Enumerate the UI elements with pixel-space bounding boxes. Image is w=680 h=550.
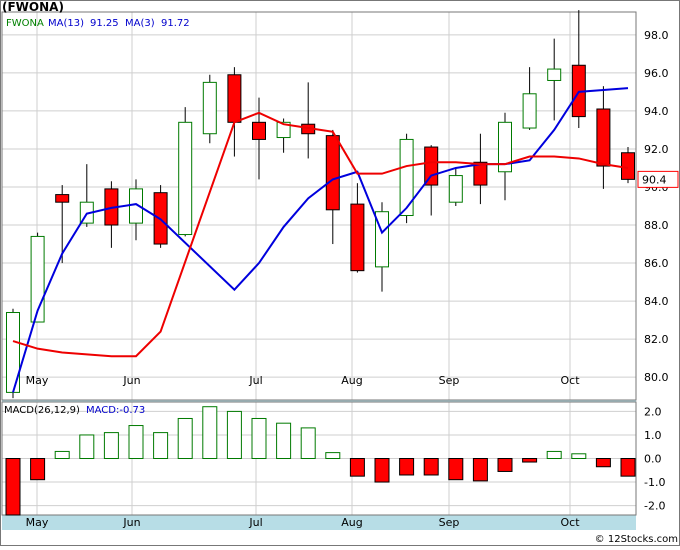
macd-bar-positive <box>103 432 119 459</box>
macd-bar-negative <box>448 458 464 481</box>
macd-y-tick-label: 2.0 <box>644 405 662 418</box>
candle-down <box>424 146 439 186</box>
macd-y-tick-label: -1.0 <box>644 476 665 489</box>
macd-bar-negative <box>423 458 439 476</box>
macd-bar-negative <box>349 458 365 477</box>
main-y-tick-label: 92.0 <box>644 143 669 156</box>
candle-up <box>522 93 537 129</box>
main-y-tick-label: 84.0 <box>644 295 669 308</box>
macd-x-tick-label: Oct <box>560 516 580 529</box>
last-price-label: 90.4 <box>642 173 667 186</box>
candle-up <box>547 68 562 81</box>
macd-bar-positive <box>153 432 169 459</box>
macd-bar-positive <box>54 450 70 459</box>
main-y-tick-label: 94.0 <box>644 105 669 118</box>
macd-bar-positive <box>276 422 292 459</box>
main-y-tick-label: 82.0 <box>644 333 669 346</box>
legend-ma13-label: MA(13) <box>48 18 84 29</box>
macd-x-tick-label: Sep <box>439 516 460 529</box>
macd-bar-negative <box>522 458 538 463</box>
macd-bar-negative <box>620 458 636 477</box>
main-plot-frame <box>1 11 637 401</box>
macd-bar-positive <box>202 406 218 460</box>
macd-y-tick-label: -2.0 <box>644 500 665 513</box>
macd-bar-positive <box>571 453 587 459</box>
main-y-tick-label: 98.0 <box>644 29 669 42</box>
legend-ma13-value: 91.25 <box>90 18 119 29</box>
macd-legend-label: MACD(26,12,9) <box>4 405 80 416</box>
macd-bar-positive <box>226 410 242 459</box>
macd-bar-negative <box>497 458 513 472</box>
main-x-tick-label: Oct <box>560 374 580 387</box>
candle-down <box>473 161 488 186</box>
main-y-tick-label: 88.0 <box>644 219 669 232</box>
candle-up <box>399 138 414 217</box>
macd-bar-positive <box>128 425 144 459</box>
chart-title: (FWONA) <box>2 0 64 14</box>
copyright-text: © 12Stocks.com <box>594 534 678 545</box>
candle-down <box>350 203 365 272</box>
macd-bar-negative <box>5 458 21 516</box>
main-x-tick-label: Aug <box>341 374 362 387</box>
candle-up <box>178 121 193 236</box>
legend-ma3-value: 91.72 <box>161 18 190 29</box>
candle-up <box>276 121 291 139</box>
main-y-tick-label: 80.0 <box>644 371 669 384</box>
macd-bar-negative <box>595 458 611 468</box>
ma3-line <box>12 111 629 358</box>
macd-bar-positive <box>300 427 316 460</box>
macd-x-tick-label: Aug <box>341 516 362 529</box>
main-date-band <box>2 400 636 402</box>
macd-bar-positive <box>325 452 341 460</box>
candle-down <box>596 108 611 167</box>
macd-date-band <box>2 515 636 530</box>
candle-down <box>55 194 70 203</box>
candle-down <box>621 152 635 180</box>
macd-x-tick-label: May <box>26 516 49 529</box>
macd-bar-negative <box>374 458 390 483</box>
main-x-tick-label: Jun <box>122 374 140 387</box>
macd-legend-value: MACD:-0.73 <box>86 405 145 416</box>
macd-y-tick-label: 0.0 <box>644 453 662 466</box>
legend-symbol: FWONA <box>6 18 44 29</box>
candle-up <box>498 121 512 173</box>
legend-ma3-label: MA(3) <box>125 18 155 29</box>
candle-down <box>325 135 340 211</box>
macd-y-tick-label: 1.0 <box>644 429 662 442</box>
macd-plot-frame <box>1 401 637 516</box>
candle-down <box>227 74 242 123</box>
main-x-tick-label: May <box>26 374 49 387</box>
macd-x-tick-label: Jul <box>248 516 262 529</box>
main-x-tick-label: Jul <box>248 374 262 387</box>
main-x-tick-label: Sep <box>439 374 460 387</box>
candle-up <box>448 175 463 203</box>
main-y-tick-label: 96.0 <box>644 67 669 80</box>
candle-down <box>252 121 266 140</box>
ma13-line <box>12 87 629 393</box>
macd-bar-negative <box>30 458 46 481</box>
candle-up <box>202 81 217 135</box>
macd-bar-negative <box>472 458 488 482</box>
macd-bar-positive <box>79 434 95 460</box>
macd-bar-positive <box>251 417 267 459</box>
macd-x-tick-label: Jun <box>122 516 140 529</box>
macd-bar-positive <box>177 417 193 459</box>
last-price-box <box>637 170 679 188</box>
main-y-tick-label: 86.0 <box>644 257 669 270</box>
macd-bar-positive <box>546 450 562 459</box>
macd-bar-negative <box>399 458 415 476</box>
